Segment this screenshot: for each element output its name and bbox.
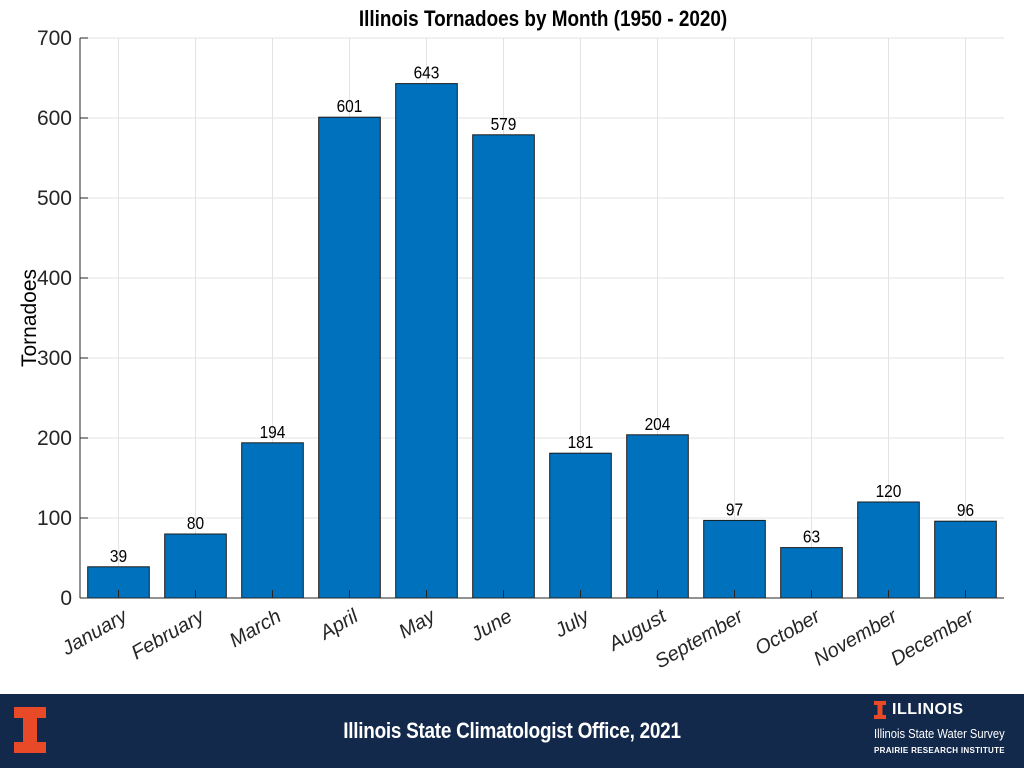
chart-title: Illinois Tornadoes by Month (1950 - 2020… (359, 7, 727, 32)
data-label: 579 (491, 114, 517, 134)
bar-november (857, 501, 920, 599)
y-tick-label: 500 (37, 187, 72, 210)
bar-march (241, 442, 304, 599)
x-tick-label: May (395, 605, 440, 643)
bar-september (703, 519, 766, 599)
data-label: 96 (957, 500, 974, 520)
y-tick-label: 0 (60, 587, 72, 610)
data-label: 39 (110, 546, 127, 566)
bar-december (934, 520, 997, 599)
data-label: 97 (726, 499, 743, 519)
x-tick-label: September (651, 605, 748, 674)
data-label: 601 (337, 96, 363, 116)
y-tick-label: 300 (37, 347, 72, 370)
footer-credit: Illinois State Climatologist Office, 202… (343, 718, 681, 743)
bar-august (626, 434, 689, 599)
data-label: 194 (260, 422, 286, 442)
brand-org: Illinois State Water Survey (874, 726, 1005, 741)
data-label: 63 (803, 527, 820, 547)
x-tick-label: April (315, 605, 362, 645)
axes (79, 37, 1004, 599)
bar-chart: Illinois Tornadoes by Month (1950 - 2020… (18, 7, 1004, 674)
illinois-brand: ILLINOIS Illinois State Water Survey PRA… (874, 698, 1020, 764)
data-label: 204 (645, 414, 671, 434)
y-tick-label: 400 (37, 267, 72, 290)
data-label: 120 (876, 481, 902, 501)
x-tick-label: December (887, 605, 979, 671)
brand-institute: PRAIRIE RESEARCH INSTITUTE (874, 746, 1005, 755)
data-label: 181 (568, 432, 594, 452)
bars (87, 83, 997, 599)
block-i-small-icon (874, 701, 886, 719)
y-tick-label: 200 (37, 427, 72, 450)
brand-name: ILLINOIS (892, 701, 964, 718)
x-tick-label: November (810, 605, 902, 671)
x-tick-label: January (58, 605, 132, 661)
chart-area: Illinois Tornadoes by Month (1950 - 2020… (18, 7, 1004, 674)
x-tick-label: March (226, 605, 285, 652)
block-i-logo-icon (14, 707, 46, 753)
bar-june (472, 134, 535, 599)
y-tick-label: 700 (37, 27, 72, 50)
bar-february (164, 533, 227, 599)
bar-may (395, 83, 458, 599)
data-label: 80 (187, 513, 204, 533)
data-label: 643 (414, 63, 440, 83)
y-tick-label: 600 (37, 107, 72, 130)
footer-bar: Illinois State Climatologist Office, 202… (0, 694, 1024, 768)
y-tick-label: 100 (37, 507, 72, 530)
y-axis-label: Tornadoes (18, 269, 41, 367)
x-tick-label: June (467, 605, 516, 646)
bar-april (318, 116, 381, 599)
x-tick-label: February (128, 605, 209, 665)
x-tick-label: July (550, 605, 594, 643)
bar-july (549, 452, 612, 599)
